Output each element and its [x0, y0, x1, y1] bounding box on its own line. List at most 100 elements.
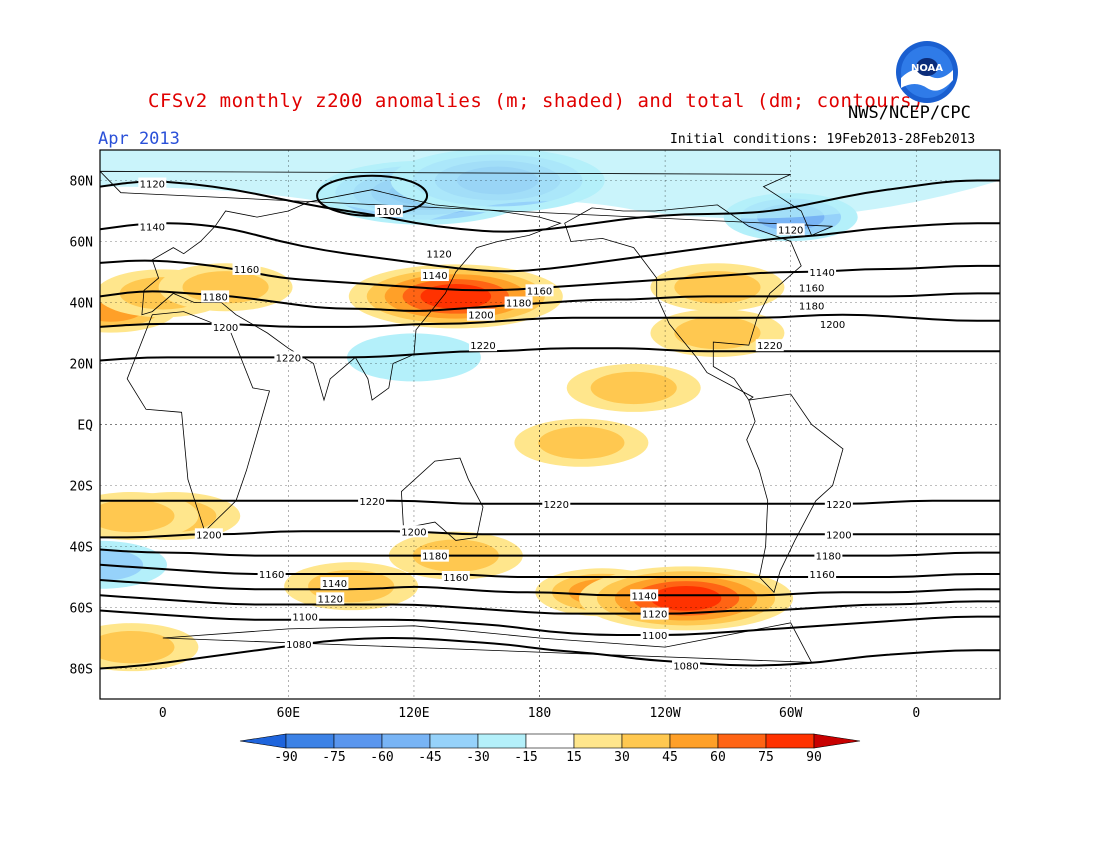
colorbar-tick-label: 30: [614, 750, 630, 765]
contour-label: 1140: [809, 268, 834, 279]
latitude-label: 60S: [70, 602, 93, 617]
colorbar-tick-label: -30: [466, 750, 489, 765]
contour-label-box: [138, 177, 167, 190]
height-contour-1100: [100, 609, 1000, 636]
contour-label: 1120: [426, 250, 451, 261]
colorbar-swatch: [381, 733, 431, 749]
contour-label-box: [425, 247, 454, 260]
anomaly-patch: [538, 426, 625, 459]
contour-label: 1120: [140, 180, 165, 191]
contour-label: 1220: [470, 341, 495, 352]
colorbar-swatch: [525, 733, 575, 749]
contour-label-box: [469, 339, 498, 352]
landmass-outline: [746, 393, 844, 594]
contour-label-box: [316, 592, 345, 605]
colorbar-swatch: [429, 733, 479, 749]
contour-label: 1160: [809, 570, 834, 581]
contour-label: 1200: [820, 320, 845, 331]
height-contour-1220: [100, 347, 1000, 362]
contour-label: 1200: [468, 311, 493, 322]
contour-label: 1220: [276, 353, 301, 364]
colorbar-lower-arrow: [239, 733, 287, 749]
colorbar-legend: -90 -75 -60 -45 -30 -15 15 30 45 60 75 90: [239, 733, 861, 765]
contour-label-box: [374, 205, 403, 217]
contour-label: 1120: [318, 594, 343, 605]
colorbar-swatch: [333, 733, 383, 749]
anomaly-patch: [590, 371, 677, 405]
colorbar-tick-label: 45: [662, 750, 678, 765]
height-contour-1120: [100, 594, 1000, 615]
height-contour-1100-closed: [316, 174, 429, 217]
contour-label-box: [420, 269, 449, 282]
colorbar-tick-label: 90: [806, 750, 822, 765]
axis-labels: 80N 60N 40N 20N EQ 20S 40S 60S 80S 0 60E 120E 180 120…: [70, 175, 921, 722]
noaa-logo-icon: NOAA: [896, 41, 958, 103]
longitude-label: 60E: [277, 706, 300, 721]
contour-label: 1160: [443, 573, 468, 584]
latitude-label: 80S: [70, 663, 93, 678]
contour-label-box: [808, 567, 837, 580]
map-frame: [99, 149, 1001, 700]
latitude-label: 80N: [70, 175, 93, 190]
contour-label: 1080: [673, 661, 698, 672]
contour-label: 1200: [213, 323, 238, 334]
coastlines: [100, 170, 844, 663]
contour-label-box: [814, 549, 843, 562]
colorbar-tick-label: 75: [758, 750, 774, 765]
contour-label-box: [274, 351, 303, 364]
contour-label-box: [466, 308, 495, 321]
contour-label: 1220: [757, 341, 782, 352]
contour-label: 1080: [286, 640, 311, 651]
anomaly-patch: [674, 316, 761, 350]
anomaly-patch: [100, 630, 175, 664]
contour-label-box: [755, 339, 784, 352]
contour-label-box: [776, 223, 805, 236]
contour-label-box: [211, 320, 240, 333]
contour-label: 1200: [826, 530, 851, 541]
contour-label-box: [630, 589, 659, 602]
contour-label-box: [194, 528, 223, 541]
longitude-label: 0: [912, 706, 920, 721]
height-contour-1140: [100, 222, 1000, 273]
contour-label-box: [420, 549, 449, 562]
contour-label: 1100: [642, 631, 667, 642]
contour-label-box: [797, 299, 826, 312]
latitude-label: 20S: [70, 480, 93, 495]
latitude-label: EQ: [77, 419, 93, 434]
graticule: [100, 150, 1000, 699]
colorbar-tick-label: -75: [322, 750, 345, 765]
contour-label: 1180: [202, 292, 227, 303]
height-contour-1180: [100, 548, 1000, 557]
colorbar-tick-label: 60: [710, 750, 726, 765]
height-contour-1080: [100, 636, 1000, 670]
colorbar-swatch: [285, 733, 335, 749]
contour-label-box: [640, 628, 669, 641]
anomaly-patch: [100, 548, 144, 581]
polar-negative-band: [100, 150, 1000, 224]
contour-label: 1140: [631, 591, 656, 602]
colorbar-tick-label: -15: [514, 750, 537, 765]
contour-label-box: [399, 525, 428, 538]
landmass-outline: [126, 311, 271, 533]
landmass-outline: [162, 622, 813, 663]
contour-label-box: [320, 577, 349, 590]
contour-label-box: [504, 296, 533, 309]
longitude-label: 120W: [649, 706, 680, 721]
longitude-label: 60W: [779, 706, 803, 721]
colorbar-swatch: [573, 733, 623, 749]
contour-label-box: [824, 497, 853, 510]
contour-label: 1220: [359, 497, 384, 508]
anomaly-patch: [674, 271, 761, 304]
colorbar-upper-arrow: [813, 733, 861, 749]
latitude-label: 40S: [70, 541, 93, 556]
latitude-label: 40N: [70, 297, 93, 312]
colorbar-swatch: [765, 733, 815, 749]
contour-label-box: [818, 317, 847, 330]
contour-label-box: [257, 567, 286, 580]
contour-label-box: [138, 220, 167, 233]
contour-label: 1220: [544, 500, 569, 511]
anomaly-patch: [346, 333, 481, 382]
contour-label-box: [525, 284, 554, 297]
landmass-outline: [400, 457, 484, 541]
